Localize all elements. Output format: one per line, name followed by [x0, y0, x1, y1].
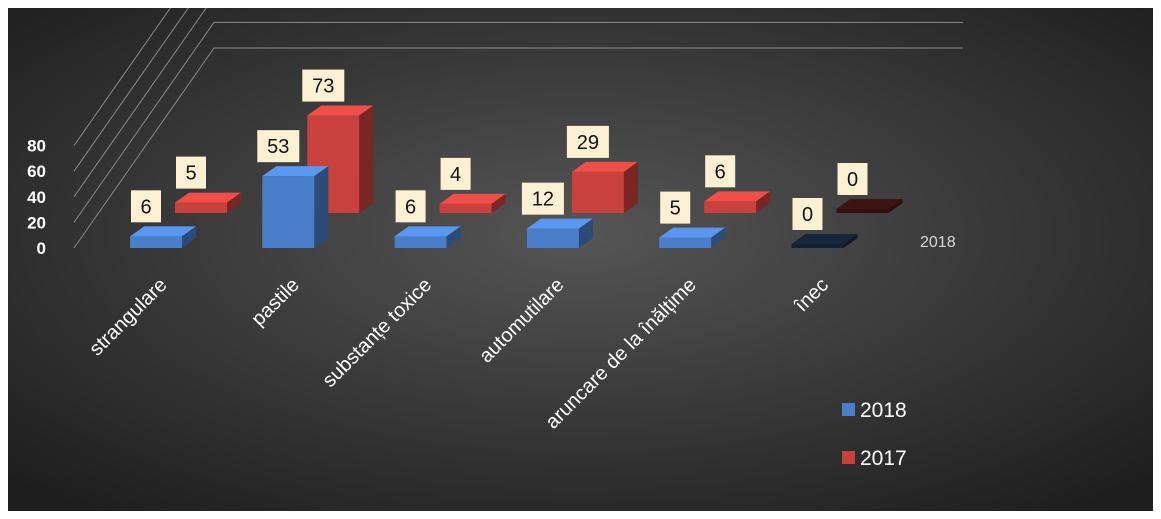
svg-text:29: 29 [577, 132, 599, 154]
data-label-2017-3: 29 [566, 125, 609, 158]
gridline [73, 0, 213, 198]
chart-frame: 0 20 40 60 80 5 73 4 29 6 0 6 53 6 12 5 0 strangulare pa… [8, 0, 1153, 511]
svg-text:0: 0 [847, 169, 858, 191]
svg-text:12: 12 [532, 189, 554, 211]
data-label-2018-4: 5 [660, 191, 691, 224]
bar-2017-4 [704, 191, 771, 213]
svg-text:5: 5 [185, 163, 196, 185]
svg-text:6: 6 [140, 196, 151, 218]
depth-axis-label: 2018 [920, 234, 956, 251]
bar-2018-1 [262, 166, 329, 248]
legend-label: 2017 [860, 447, 907, 470]
svg-text:5: 5 [670, 198, 681, 220]
data-label-2017-0: 5 [176, 156, 206, 189]
bar-2017-5 [836, 199, 903, 213]
data-label-2017-5: 0 [837, 163, 868, 195]
bar-2017-3 [571, 161, 638, 213]
bar-2017-2 [439, 193, 506, 213]
data-labels: 5 73 4 29 6 0 6 53 6 12 5 0 [131, 69, 868, 230]
data-label-2017-2: 4 [440, 157, 471, 190]
legend-item-2017: 2017 [842, 447, 907, 470]
gridline [73, 0, 177, 146]
data-label-2018-5: 0 [792, 198, 823, 230]
svg-text:0: 0 [802, 204, 813, 226]
svg-text:53: 53 [267, 136, 289, 158]
y-axis: 0 20 40 60 80 [27, 137, 46, 258]
legend-swatch [842, 403, 855, 416]
svg-text:73: 73 [312, 76, 334, 98]
bar-2018-5 [791, 234, 858, 248]
data-label-2018-2: 6 [395, 190, 426, 223]
bar-2018-2 [394, 226, 461, 248]
bar-2018-3 [526, 218, 593, 248]
gridline [73, 21, 963, 223]
gridlines [73, 0, 963, 249]
data-label-2018-0: 6 [131, 190, 161, 223]
bar-2017-0 [175, 192, 241, 213]
y-tick-label: 40 [27, 188, 46, 207]
svg-text:6: 6 [715, 161, 726, 183]
bar-2018-4 [659, 227, 726, 248]
y-tick-label: 20 [27, 213, 46, 232]
data-label-2018-1: 53 [257, 130, 300, 163]
svg-text:4: 4 [450, 164, 461, 186]
bar-2018-0 [130, 226, 196, 248]
legend-item-2018: 2018 [842, 399, 907, 422]
bars [130, 105, 903, 248]
data-label-2017-4: 6 [705, 155, 736, 188]
legend-swatch [842, 451, 855, 464]
chart-background [8, 8, 1153, 511]
gridline [73, 47, 963, 249]
y-tick-label: 0 [37, 239, 46, 258]
svg-text:6: 6 [405, 196, 416, 218]
data-label-2018-3: 12 [521, 182, 564, 215]
legend: 2018 2017 [842, 399, 907, 470]
legend-label: 2018 [860, 399, 907, 422]
data-label-2017-1: 73 [302, 69, 345, 102]
gridline [73, 0, 195, 172]
y-tick-label: 80 [27, 137, 46, 156]
y-tick-label: 60 [27, 162, 46, 181]
